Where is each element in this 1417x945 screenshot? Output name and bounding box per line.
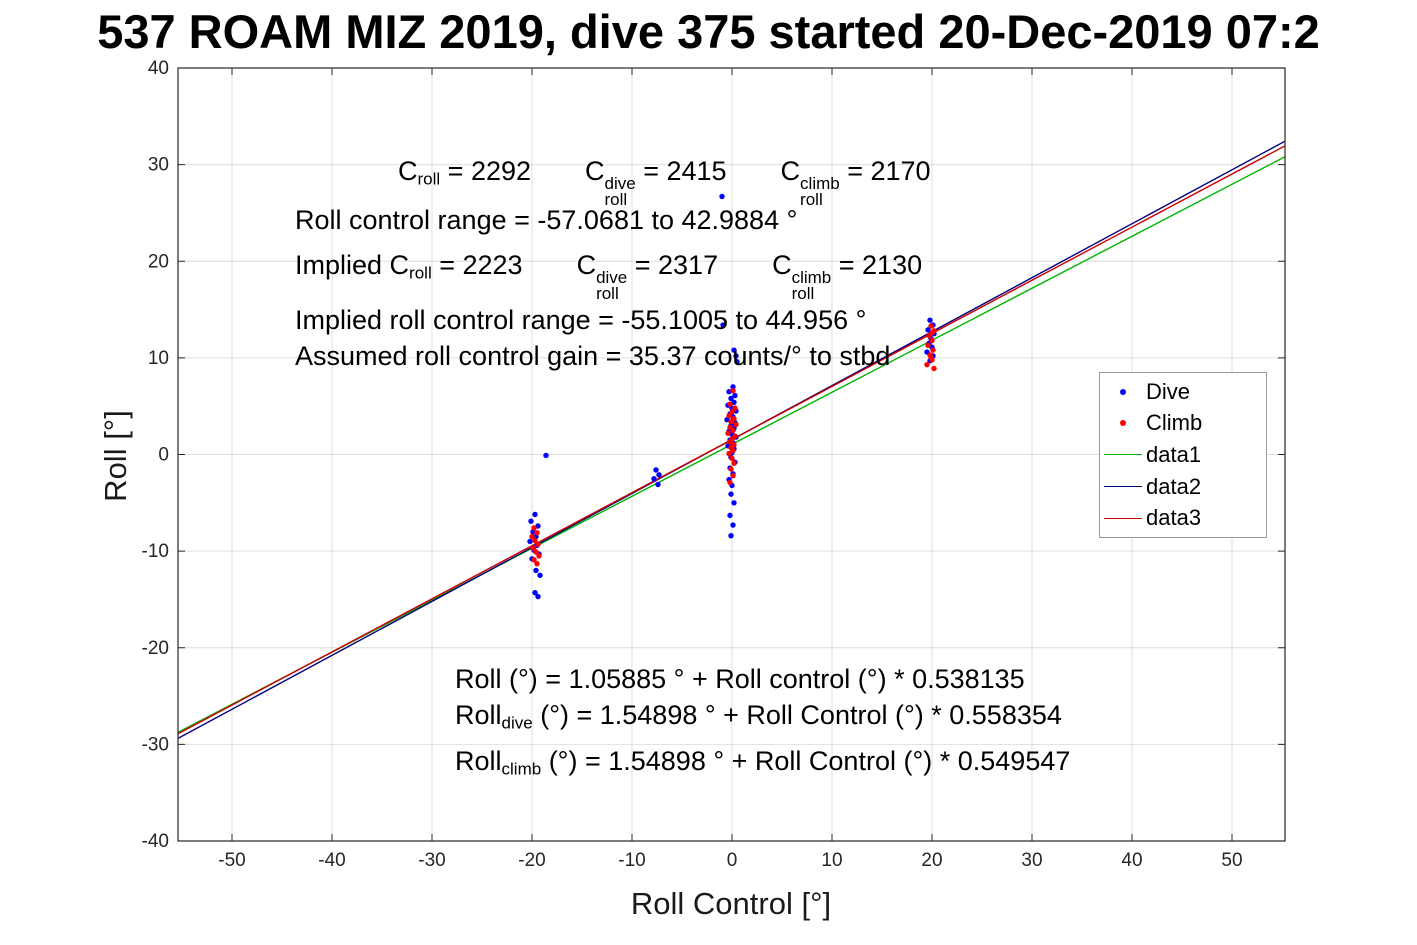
annotation-gain: Assumed roll control gain = 35.37 counts… — [295, 341, 891, 371]
line-marker-icon — [1100, 454, 1146, 456]
chart-title: 537 ROAM MIZ 2019, dive 375 started 20-D… — [97, 5, 1320, 58]
annotation-fit-eq-climb: Rollclimb (°) = 1.54898 ° + Roll Control… — [455, 746, 1071, 779]
svg-text:-40: -40 — [318, 850, 345, 871]
svg-text:-20: -20 — [518, 850, 545, 871]
line-marker-icon — [1100, 486, 1146, 488]
x-axis-label: Roll Control [°] — [630, 886, 832, 921]
c-roll-term: Croll = 2292 — [398, 156, 532, 189]
svg-text:0: 0 — [158, 445, 169, 466]
svg-text:-10: -10 — [618, 850, 645, 871]
legend: Dive Climb data1 data2 data3 — [1099, 372, 1267, 538]
svg-text:-30: -30 — [418, 850, 445, 871]
svg-text:30: 30 — [1021, 850, 1042, 871]
y-axis-label: Roll [°] — [98, 410, 133, 502]
legend-item-data2: data2 — [1100, 471, 1266, 502]
legend-item-data3: data3 — [1100, 503, 1266, 534]
annotation-roll-control-range: Roll control range = -57.0681 to 42.9884… — [295, 205, 798, 235]
svg-text:-40: -40 — [142, 831, 169, 852]
legend-label: Dive — [1146, 378, 1191, 404]
legend-item-dive: Dive — [1100, 376, 1266, 407]
svg-text:10: 10 — [148, 348, 169, 369]
legend-item-climb: Climb — [1100, 408, 1266, 439]
svg-text:-10: -10 — [142, 541, 169, 562]
svg-text:10: 10 — [821, 850, 842, 871]
legend-label: data1 — [1146, 441, 1202, 467]
svg-text:0: 0 — [727, 850, 738, 871]
svg-text:-20: -20 — [142, 638, 169, 659]
svg-text:30: 30 — [148, 155, 169, 176]
legend-item-data1: data1 — [1100, 439, 1266, 470]
legend-label: data2 — [1146, 473, 1202, 499]
svg-text:40: 40 — [1121, 850, 1142, 871]
svg-text:40: 40 — [148, 58, 169, 79]
svg-text:20: 20 — [148, 251, 169, 272]
line-marker-icon — [1100, 517, 1146, 519]
legend-label: data3 — [1146, 505, 1202, 531]
dot-marker-icon — [1100, 388, 1146, 395]
svg-text:50: 50 — [1221, 850, 1242, 871]
annotation-implied-range: Implied roll control range = -55.1005 to… — [295, 305, 867, 335]
implied-c-roll-term: Croll = 2223 — [389, 250, 523, 283]
svg-text:-50: -50 — [218, 850, 245, 871]
dot-marker-icon — [1100, 420, 1146, 427]
svg-text:-30: -30 — [142, 734, 169, 755]
annotation-fit-eq-all: Roll (°) = 1.05885 ° + Roll control (°) … — [455, 664, 1025, 694]
svg-text:20: 20 — [921, 850, 942, 871]
legend-label: Climb — [1146, 410, 1203, 436]
annotation-fit-eq-dive: Rolldive (°) = 1.54898 ° + Roll Control … — [455, 700, 1062, 733]
